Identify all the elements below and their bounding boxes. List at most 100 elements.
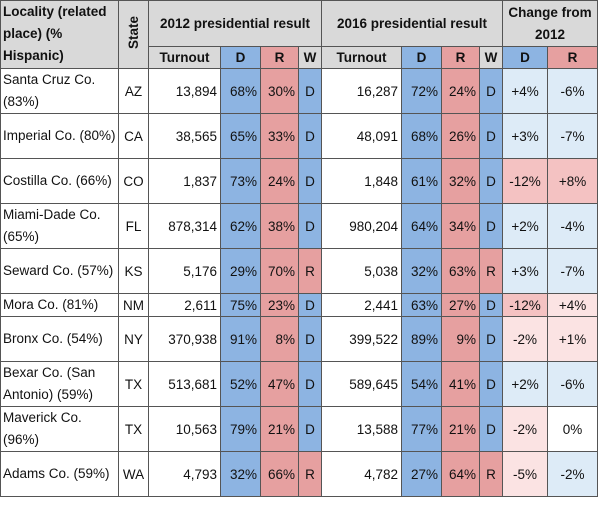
cell-winner-2012: R <box>297 451 323 497</box>
cell-turnout-2016: 16,287 <box>321 68 403 114</box>
cell-change-r: -7% <box>547 113 598 159</box>
cell-change-r: -7% <box>547 248 598 294</box>
cell-winner-2016: D <box>479 203 504 249</box>
cell-winner-2012: R <box>297 248 323 294</box>
cell-locality: Bexar Co. (San Antonio) (59%) <box>0 361 119 407</box>
election-results-table: Locality (related place) (% Hispanic) St… <box>0 0 598 497</box>
cell-change-d: +3% <box>502 113 549 159</box>
cell-state: CO <box>118 158 149 204</box>
cell-d-2012: 91% <box>220 316 261 362</box>
cell-d-2016: 89% <box>401 316 443 362</box>
cell-turnout-2016: 980,204 <box>321 203 403 249</box>
cell-turnout-2016: 399,522 <box>321 316 403 362</box>
table-row: Santa Cruz Co. (83%) AZ 13,894 68% 30% D 16,28… <box>0 68 598 114</box>
cell-change-d: -5% <box>502 451 549 497</box>
cell-locality: Adams Co. (59%) <box>0 451 119 497</box>
header-state: State <box>118 0 149 69</box>
cell-winner-2016: D <box>479 293 504 317</box>
cell-d-2012: 29% <box>220 248 261 294</box>
cell-state: TX <box>118 406 149 452</box>
cell-r-2012: 47% <box>260 361 299 407</box>
cell-change-r: -6% <box>547 68 598 114</box>
header-r-2016: R <box>441 46 481 69</box>
header-change-d: D <box>502 46 549 69</box>
cell-turnout-2012: 878,314 <box>148 203 221 249</box>
cell-change-d: +2% <box>502 203 549 249</box>
cell-d-2016: 64% <box>401 203 443 249</box>
cell-winner-2012: D <box>297 158 323 204</box>
cell-change-r: -6% <box>547 361 598 407</box>
cell-locality: Miami-Dade Co. (65%) <box>0 203 119 249</box>
cell-turnout-2016: 4,782 <box>321 451 403 497</box>
cell-d-2016: 54% <box>401 361 443 407</box>
cell-turnout-2012: 10,563 <box>148 406 221 452</box>
cell-turnout-2012: 5,176 <box>148 248 221 294</box>
cell-d-2012: 52% <box>220 361 261 407</box>
cell-state: WA <box>118 451 149 497</box>
cell-turnout-2012: 370,938 <box>148 316 221 362</box>
header-turnout-2016: Turnout <box>321 46 403 69</box>
header-d-2012: D <box>220 46 261 69</box>
table-row: Adams Co. (59%) WA 4,793 32% 66% R 4,782 27% 64%… <box>0 451 598 497</box>
cell-r-2012: 21% <box>260 406 299 452</box>
cell-turnout-2016: 48,091 <box>321 113 403 159</box>
cell-winner-2016: R <box>479 451 504 497</box>
cell-d-2012: 65% <box>220 113 261 159</box>
cell-change-r: +4% <box>547 293 598 317</box>
cell-r-2012: 24% <box>260 158 299 204</box>
cell-r-2016: 9% <box>441 316 481 362</box>
header-change-r: R <box>547 46 598 69</box>
cell-winner-2016: D <box>479 158 504 204</box>
cell-r-2012: 38% <box>260 203 299 249</box>
cell-turnout-2012: 4,793 <box>148 451 221 497</box>
table-row: Imperial Co. (80%) CA 38,565 65% 33% D 48,091 6… <box>0 113 598 159</box>
cell-winner-2012: D <box>297 406 323 452</box>
cell-state: CA <box>118 113 149 159</box>
cell-winner-2016: D <box>479 316 504 362</box>
cell-state: KS <box>118 248 149 294</box>
cell-d-2012: 62% <box>220 203 261 249</box>
cell-state: AZ <box>118 68 149 114</box>
cell-turnout-2012: 2,611 <box>148 293 221 317</box>
header-change: Change from 2012 <box>502 0 598 47</box>
cell-winner-2016: D <box>479 68 504 114</box>
cell-change-r: +8% <box>547 158 598 204</box>
header-state-label: State <box>126 16 141 50</box>
cell-r-2016: 63% <box>441 248 481 294</box>
cell-change-r: -2% <box>547 451 598 497</box>
cell-turnout-2012: 513,681 <box>148 361 221 407</box>
cell-locality: Bronx Co. (54%) <box>0 316 119 362</box>
cell-d-2012: 68% <box>220 68 261 114</box>
cell-state: NY <box>118 316 149 362</box>
cell-winner-2012: D <box>297 316 323 362</box>
cell-d-2016: 77% <box>401 406 443 452</box>
cell-change-d: +2% <box>502 361 549 407</box>
table-row: Maverick Co. (96%) TX 10,563 79% 21% D 13,588 7… <box>0 406 598 452</box>
cell-turnout-2016: 2,441 <box>321 293 403 317</box>
header-2012-result: 2012 presidential result <box>147 0 323 47</box>
cell-r-2016: 24% <box>441 68 481 114</box>
cell-r-2012: 66% <box>260 451 299 497</box>
cell-r-2016: 27% <box>441 293 481 317</box>
cell-d-2012: 75% <box>220 293 261 317</box>
cell-winner-2016: R <box>479 248 504 294</box>
cell-winner-2012: D <box>297 113 323 159</box>
table-row: Bexar Co. (San Antonio) (59%) TX 513,681 52… <box>0 361 598 407</box>
cell-turnout-2012: 38,565 <box>148 113 221 159</box>
cell-state: NM <box>118 293 149 317</box>
cell-locality: Imperial Co. (80%) <box>0 113 119 159</box>
cell-r-2012: 70% <box>260 248 299 294</box>
cell-turnout-2016: 1,848 <box>321 158 403 204</box>
cell-r-2016: 32% <box>441 158 481 204</box>
cell-d-2016: 32% <box>401 248 443 294</box>
cell-state: FL <box>118 203 149 249</box>
table-row: Bronx Co. (54%) NY 370,938 91% 8% D 399,522 89%… <box>0 316 598 362</box>
header-d-2016: D <box>401 46 443 69</box>
cell-change-d: -12% <box>502 158 549 204</box>
table-row: Costilla Co. (66%) CO 1,837 73% 24% D 1,848 61%… <box>0 158 598 204</box>
cell-winner-2016: D <box>479 406 504 452</box>
header-w-2012: W <box>297 46 323 69</box>
cell-winner-2012: D <box>297 68 323 114</box>
cell-change-r: +1% <box>547 316 598 362</box>
cell-winner-2016: D <box>479 113 504 159</box>
